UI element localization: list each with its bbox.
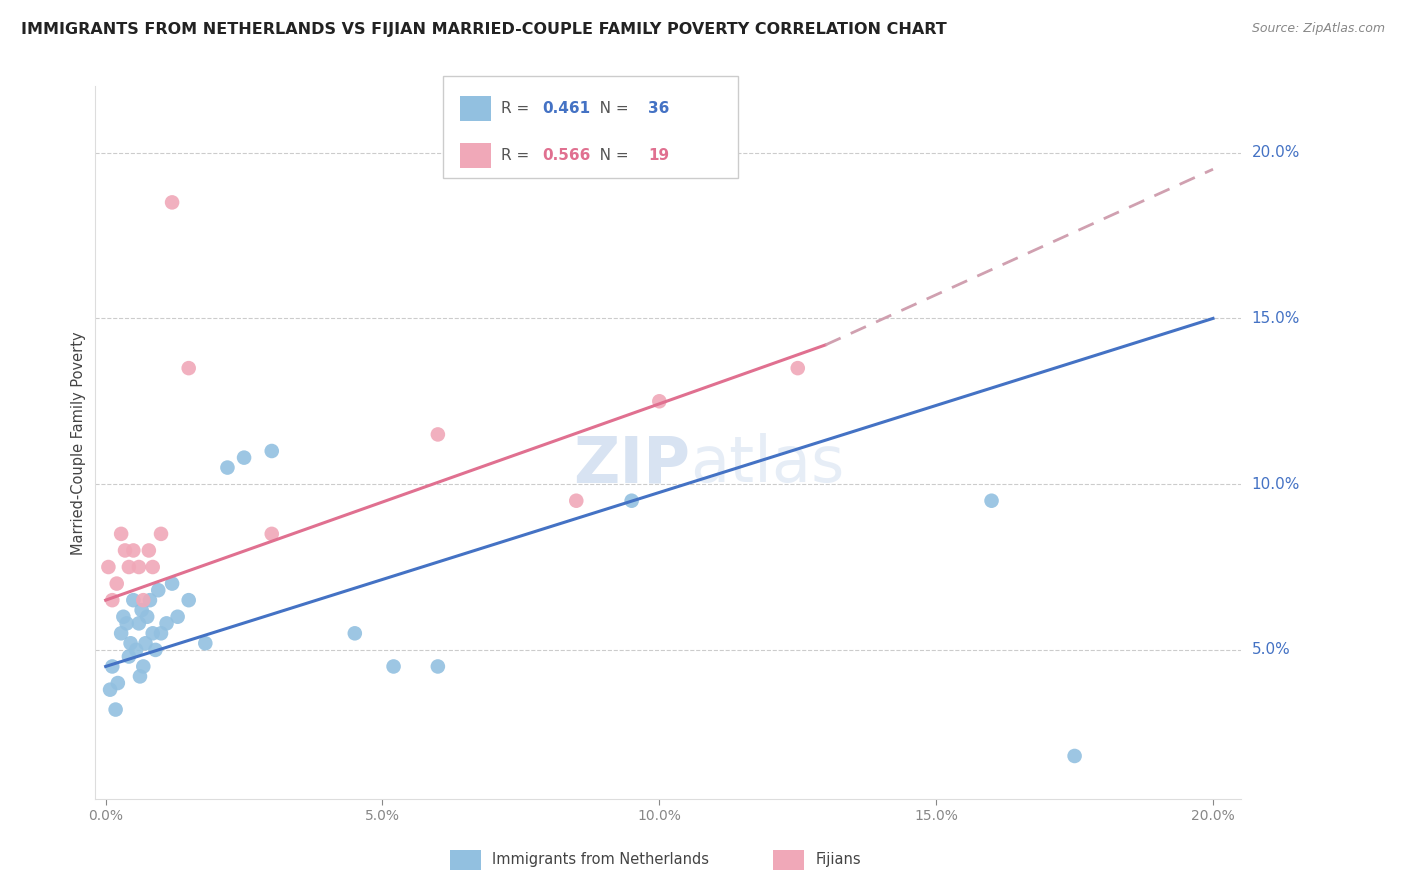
Point — [131, 603, 153, 617]
Text: 19: 19 — [648, 148, 669, 163]
Point — [160, 576, 183, 591]
Point — [118, 560, 141, 574]
Point — [217, 460, 239, 475]
Point — [565, 493, 588, 508]
Point — [1063, 748, 1085, 763]
Point — [142, 626, 165, 640]
Point — [132, 659, 155, 673]
Point — [166, 609, 188, 624]
Point — [260, 527, 283, 541]
Text: 20.0%: 20.0% — [1251, 145, 1301, 161]
Point — [177, 361, 200, 376]
Point — [125, 643, 148, 657]
Y-axis label: Married-Couple Family Poverty: Married-Couple Family Poverty — [72, 331, 86, 555]
Text: N =: N = — [585, 101, 633, 116]
Text: atlas: atlas — [690, 434, 845, 495]
Point — [101, 659, 124, 673]
Point — [112, 609, 135, 624]
Point — [128, 560, 150, 574]
Text: 36: 36 — [648, 101, 669, 116]
Point — [105, 576, 128, 591]
Point — [110, 626, 132, 640]
Point — [150, 527, 173, 541]
Text: Fijians: Fijians — [815, 853, 860, 867]
Text: 10.0%: 10.0% — [1251, 476, 1301, 491]
Point — [134, 636, 156, 650]
Point — [120, 636, 142, 650]
Text: R =: R = — [501, 148, 534, 163]
Point — [194, 636, 217, 650]
Point — [160, 195, 183, 210]
Point — [98, 682, 121, 697]
Point — [155, 616, 177, 631]
Point — [138, 543, 160, 558]
Point — [129, 669, 152, 683]
Point — [128, 616, 150, 631]
Point — [233, 450, 256, 465]
Point — [97, 560, 120, 574]
Point — [343, 626, 366, 640]
Point — [118, 649, 141, 664]
Point — [142, 560, 165, 574]
Point — [101, 593, 124, 607]
Text: 0.566: 0.566 — [543, 148, 591, 163]
Point — [980, 493, 1002, 508]
Point — [260, 444, 283, 458]
Point — [648, 394, 671, 409]
Point — [114, 543, 136, 558]
Text: ZIP: ZIP — [574, 434, 690, 495]
Point — [177, 593, 200, 607]
Text: 0.461: 0.461 — [543, 101, 591, 116]
Point — [382, 659, 405, 673]
Point — [426, 427, 449, 442]
Text: IMMIGRANTS FROM NETHERLANDS VS FIJIAN MARRIED-COUPLE FAMILY POVERTY CORRELATION : IMMIGRANTS FROM NETHERLANDS VS FIJIAN MA… — [21, 22, 946, 37]
Point — [104, 702, 127, 716]
Point — [107, 676, 129, 690]
Text: 15.0%: 15.0% — [1251, 311, 1301, 326]
Text: Immigrants from Netherlands: Immigrants from Netherlands — [492, 853, 709, 867]
Point — [110, 527, 132, 541]
Point — [148, 583, 170, 598]
Point — [115, 616, 138, 631]
Point — [150, 626, 173, 640]
Text: R =: R = — [501, 101, 534, 116]
Text: N =: N = — [585, 148, 633, 163]
Point — [136, 609, 159, 624]
Point — [122, 593, 145, 607]
Text: 5.0%: 5.0% — [1251, 642, 1291, 657]
Point — [620, 493, 643, 508]
Text: Source: ZipAtlas.com: Source: ZipAtlas.com — [1251, 22, 1385, 36]
Point — [786, 361, 808, 376]
Point — [145, 643, 167, 657]
Point — [139, 593, 162, 607]
Point — [122, 543, 145, 558]
Point — [132, 593, 155, 607]
Point — [426, 659, 449, 673]
